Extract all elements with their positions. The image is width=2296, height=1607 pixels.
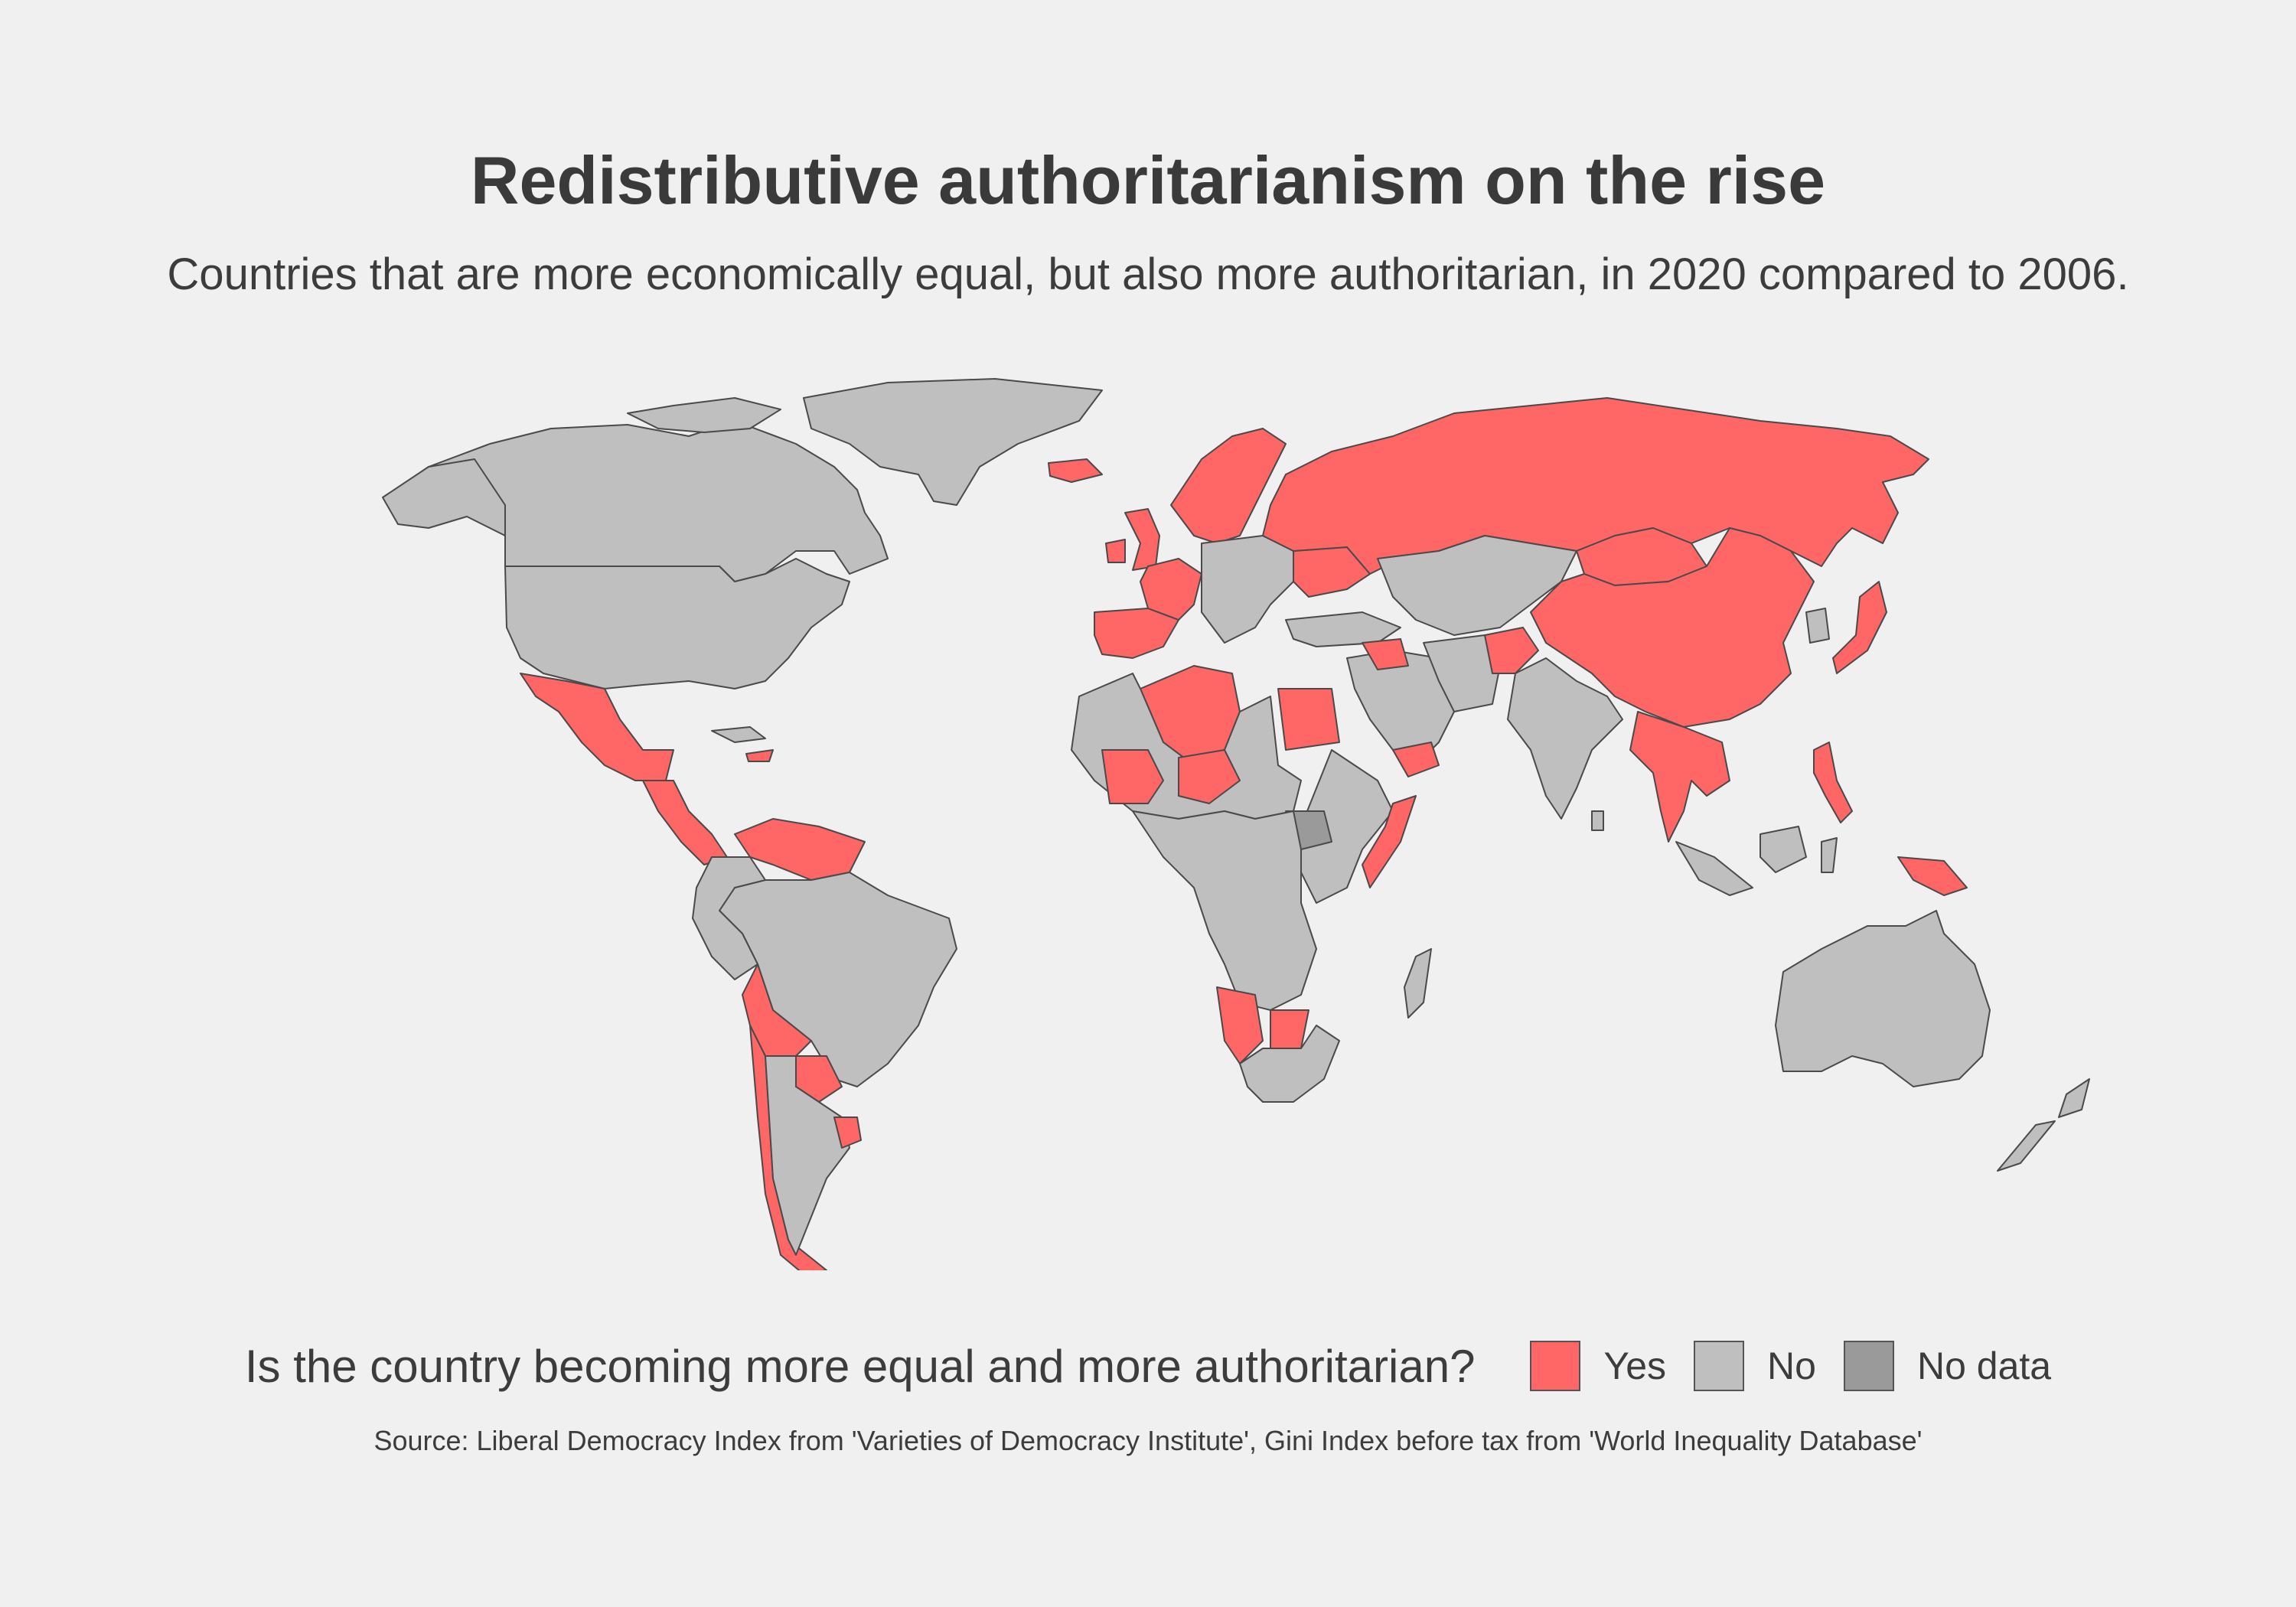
region-indonesia [1675,841,1753,896]
region-korea [1805,608,1830,644]
legend-label-no: No [1767,1345,1816,1387]
region-india [1507,657,1623,820]
region-madagascar [1404,948,1432,1019]
region-scandinavia [1170,428,1287,544]
region-botswana [1270,1009,1309,1049]
region-caribbean [711,726,766,743]
legend-item-no-data: No data [1843,1341,2052,1391]
region-yemen [1392,742,1440,777]
world-map [382,378,2090,1270]
region-iceland [1048,458,1103,483]
map-shapes [382,378,2090,1270]
region-united-kingdom [1124,508,1160,571]
legend-item-no: No [1694,1341,1816,1391]
region-hispaniola [745,749,774,762]
source-note: Source: Liberal Democracy Index from 'Va… [373,1425,1923,1456]
region-papua-new-guinea [1897,856,1968,896]
region-kazakhstan [1377,535,1577,636]
legend-swatch-yes [1530,1341,1581,1391]
region-central-america [642,780,728,865]
region-ireland [1105,539,1126,563]
legend-swatch-no [1694,1341,1745,1391]
legend-label-no-data: No data [1916,1345,2052,1387]
region-central-africa [1132,810,1317,1011]
legend-item-yes: Yes [1530,1341,1666,1391]
chart-title: Redistributive authoritarianism on the r… [470,142,1826,218]
region-new-zealand-south [1997,1120,2056,1172]
region-borneo [1760,826,1807,873]
region-new-zealand [2058,1078,2090,1118]
legend: Is the country becoming more equal and m… [0,1335,2296,1397]
region-sri-lanka [1591,810,1604,831]
region-alaska [382,458,506,536]
region-south-africa [1239,1025,1340,1103]
region-greenland [803,378,1103,506]
region-syria [1362,638,1409,670]
region-somalia [1362,795,1417,888]
region-namibia [1216,986,1264,1064]
region-egypt [1277,688,1340,751]
region-sulawesi [1821,837,1838,873]
legend-label-yes: Yes [1603,1345,1667,1387]
region-japan [1832,581,1887,674]
region-argentina [765,1055,850,1256]
legend-swatch-no-data [1843,1341,1894,1391]
region-central-europe [1201,535,1294,644]
region-uruguay [833,1116,862,1149]
legend-title: Is the country becoming more equal and m… [244,1340,1476,1392]
region-niger [1178,749,1241,804]
region-united-states [504,558,850,689]
region-afghanistan [1484,627,1539,674]
region-mali [1101,749,1164,804]
region-colombia-peru [692,856,766,980]
region-china [1530,527,1815,728]
region-australia [1775,910,1991,1087]
region-southeast-asia [1629,711,1730,843]
region-philippines [1813,742,1853,823]
region-canada-islands [627,397,781,433]
chart-subtitle: Countries that are more economically equ… [167,249,2129,299]
region-mexico [520,673,674,781]
region-france [1140,558,1202,621]
